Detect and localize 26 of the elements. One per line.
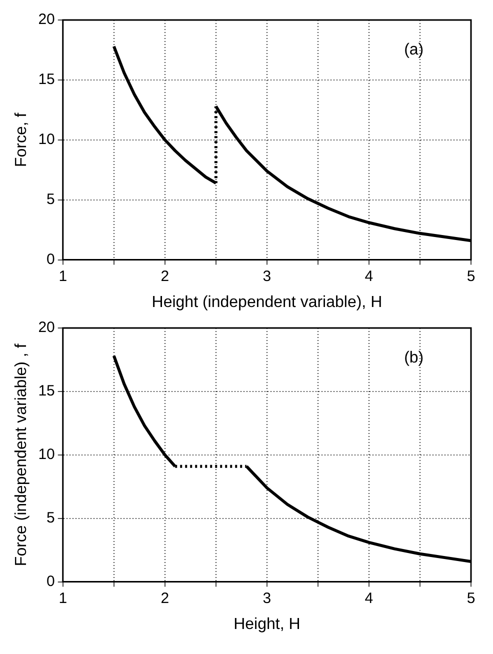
x-axis-title: Height, H bbox=[234, 616, 300, 633]
x-tick-label: 3 bbox=[262, 590, 272, 607]
x-axis-title: Height (independent variable), H bbox=[152, 294, 382, 311]
x-tick-label: 2 bbox=[160, 268, 170, 285]
annotation: (a) bbox=[404, 41, 424, 58]
x-tick-label: 4 bbox=[364, 590, 374, 607]
y-axis-title: Force, f bbox=[13, 112, 30, 168]
y-tick-label: 15 bbox=[38, 382, 55, 400]
x-tick-label: 5 bbox=[466, 590, 476, 607]
y-tick-label: 20 bbox=[38, 11, 55, 28]
y-tick-label: 10 bbox=[38, 131, 55, 148]
annotation: (b) bbox=[404, 349, 424, 366]
y-tick-label: 20 bbox=[38, 319, 55, 336]
x-tick-label: 4 bbox=[364, 268, 374, 285]
y-tick-label: 10 bbox=[38, 446, 55, 464]
x-tick-label: 2 bbox=[160, 590, 170, 607]
x-tick-label: 1 bbox=[58, 268, 68, 285]
y-tick-label: 5 bbox=[46, 509, 55, 526]
y-axis-title: Force (independent variable) , f bbox=[13, 343, 30, 566]
x-tick-label: 1 bbox=[58, 590, 68, 607]
x-tick-label: 3 bbox=[262, 268, 272, 285]
y-tick-label: 5 bbox=[46, 190, 55, 208]
y-tick-label: 0 bbox=[46, 572, 55, 590]
x-tick-label: 5 bbox=[466, 268, 476, 285]
y-tick-label: 15 bbox=[38, 71, 55, 88]
y-tick-label: 0 bbox=[46, 250, 55, 268]
